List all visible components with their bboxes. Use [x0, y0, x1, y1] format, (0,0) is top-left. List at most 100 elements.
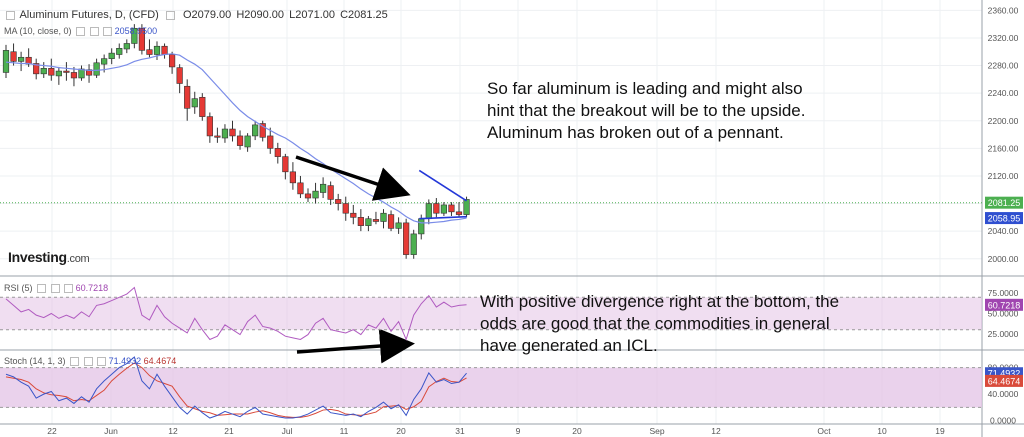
- candle-down[interactable]: [274, 148, 281, 157]
- close-icon[interactable]: [103, 27, 113, 37]
- ma-value-tag-bg: [985, 212, 1023, 225]
- visibility-icon[interactable]: [37, 284, 47, 294]
- candle-down[interactable]: [146, 49, 153, 55]
- candle-down[interactable]: [206, 116, 213, 137]
- price-axis-tick-label: 2200.00: [988, 116, 1019, 126]
- candle-up[interactable]: [108, 52, 115, 59]
- time-axis-tick-label: 20: [396, 426, 406, 436]
- candle-down[interactable]: [387, 214, 395, 229]
- candle-up[interactable]: [319, 183, 327, 193]
- pennant-lower-line[interactable]: [419, 215, 467, 220]
- candle-up[interactable]: [116, 47, 123, 55]
- candle-down[interactable]: [199, 96, 206, 117]
- candle-down[interactable]: [214, 135, 221, 138]
- collapse-icon[interactable]: [6, 10, 15, 20]
- candle-up[interactable]: [123, 43, 130, 50]
- candle-down[interactable]: [455, 211, 463, 215]
- time-axis-tick-label: Oct: [817, 426, 831, 436]
- candle-up[interactable]: [131, 27, 138, 44]
- candle-down[interactable]: [85, 69, 93, 76]
- annotation-top-line: Aluminum has broken out of a pennant.: [487, 123, 784, 142]
- price-axis-tick-label: 2160.00: [988, 143, 1019, 153]
- candle-up[interactable]: [463, 199, 470, 215]
- candle-up[interactable]: [252, 124, 259, 137]
- visibility-icon[interactable]: [76, 27, 86, 37]
- candle-down[interactable]: [10, 51, 17, 62]
- ma-legend[interactable]: MA (10, close, 0) 2058.9500: [4, 26, 157, 37]
- candle-up[interactable]: [191, 98, 198, 108]
- candle-up[interactable]: [101, 58, 108, 65]
- stoch-axis-tick-label: 40.0000: [988, 389, 1019, 399]
- candle-up[interactable]: [2, 50, 10, 73]
- candle-up[interactable]: [440, 204, 448, 214]
- settings-icon[interactable]: [89, 27, 99, 37]
- candle-up[interactable]: [395, 222, 402, 229]
- candle-down[interactable]: [448, 204, 455, 213]
- candle-down[interactable]: [229, 128, 236, 137]
- candle-down[interactable]: [70, 72, 78, 79]
- candle-down[interactable]: [25, 56, 32, 65]
- time-axis-tick-label: 21: [224, 426, 234, 436]
- candle-up[interactable]: [244, 135, 251, 148]
- close-icon[interactable]: [97, 357, 107, 367]
- candle-up[interactable]: [221, 128, 229, 139]
- rsi-legend[interactable]: RSI (5) 60.7218: [4, 283, 108, 294]
- annotation-top-line: So far aluminum is leading and might als…: [487, 79, 803, 98]
- candle-down[interactable]: [169, 54, 176, 68]
- close-icon[interactable]: [64, 284, 74, 294]
- time-axis-tick-label: 9: [516, 426, 521, 436]
- stoch-k-line[interactable]: [5, 356, 467, 419]
- candle-up[interactable]: [312, 190, 319, 199]
- candle-down[interactable]: [289, 171, 297, 184]
- candle-down[interactable]: [236, 135, 244, 146]
- candle-down[interactable]: [282, 156, 289, 173]
- candle-up[interactable]: [17, 56, 25, 62]
- candle-down[interactable]: [342, 203, 349, 214]
- candle-up[interactable]: [40, 68, 47, 75]
- time-axis-tick-label: 12: [711, 426, 721, 436]
- price-axis-tick-label: 2240.00: [988, 88, 1019, 98]
- candle-down[interactable]: [327, 185, 334, 200]
- candle-up[interactable]: [55, 70, 62, 77]
- candle-down[interactable]: [433, 203, 440, 214]
- visibility-icon[interactable]: [70, 357, 80, 367]
- settings-icon[interactable]: [165, 10, 175, 20]
- annotation-top-line: hint that the breakout will be to the up…: [487, 101, 806, 120]
- stoch-label: Stoch (14, 1, 3): [4, 356, 66, 366]
- candle-up[interactable]: [425, 203, 432, 220]
- candle-down[interactable]: [259, 123, 266, 138]
- candle-up[interactable]: [410, 233, 417, 255]
- moving-average-line[interactable]: [5, 53, 467, 224]
- candle-up[interactable]: [78, 68, 85, 79]
- candle-down[interactable]: [161, 45, 168, 55]
- candle-down[interactable]: [403, 222, 410, 255]
- stoch-legend[interactable]: Stoch (14, 1, 3) 71.4932 64.4674: [4, 356, 176, 367]
- candle-down[interactable]: [350, 212, 357, 218]
- candle-up[interactable]: [418, 218, 425, 235]
- candle-up[interactable]: [365, 218, 372, 226]
- candle-down[interactable]: [304, 193, 312, 199]
- candle-down[interactable]: [33, 63, 40, 75]
- candle-down[interactable]: [184, 85, 191, 109]
- candle-down[interactable]: [48, 68, 55, 76]
- candle-down[interactable]: [297, 182, 304, 195]
- settings-icon[interactable]: [50, 284, 60, 294]
- candle-up[interactable]: [93, 62, 100, 76]
- time-axis-tick-label: 22: [47, 426, 57, 436]
- candle-down[interactable]: [267, 135, 274, 149]
- stoch-d-tag-bg: [985, 374, 1023, 387]
- candle-down[interactable]: [357, 217, 364, 226]
- candle-down[interactable]: [176, 67, 183, 84]
- pennant-upper-line[interactable]: [418, 169, 467, 202]
- candle-down[interactable]: [372, 219, 380, 222]
- candle-down[interactable]: [63, 70, 70, 73]
- candle-down[interactable]: [335, 199, 342, 204]
- settings-icon[interactable]: [83, 357, 93, 367]
- candle-up[interactable]: [380, 212, 387, 222]
- rsi-line[interactable]: [5, 286, 467, 341]
- last-price-tag: 2081.25: [988, 198, 1021, 208]
- candle-down[interactable]: [138, 27, 146, 51]
- stoch-d-line[interactable]: [5, 362, 467, 418]
- candle-up[interactable]: [153, 45, 161, 55]
